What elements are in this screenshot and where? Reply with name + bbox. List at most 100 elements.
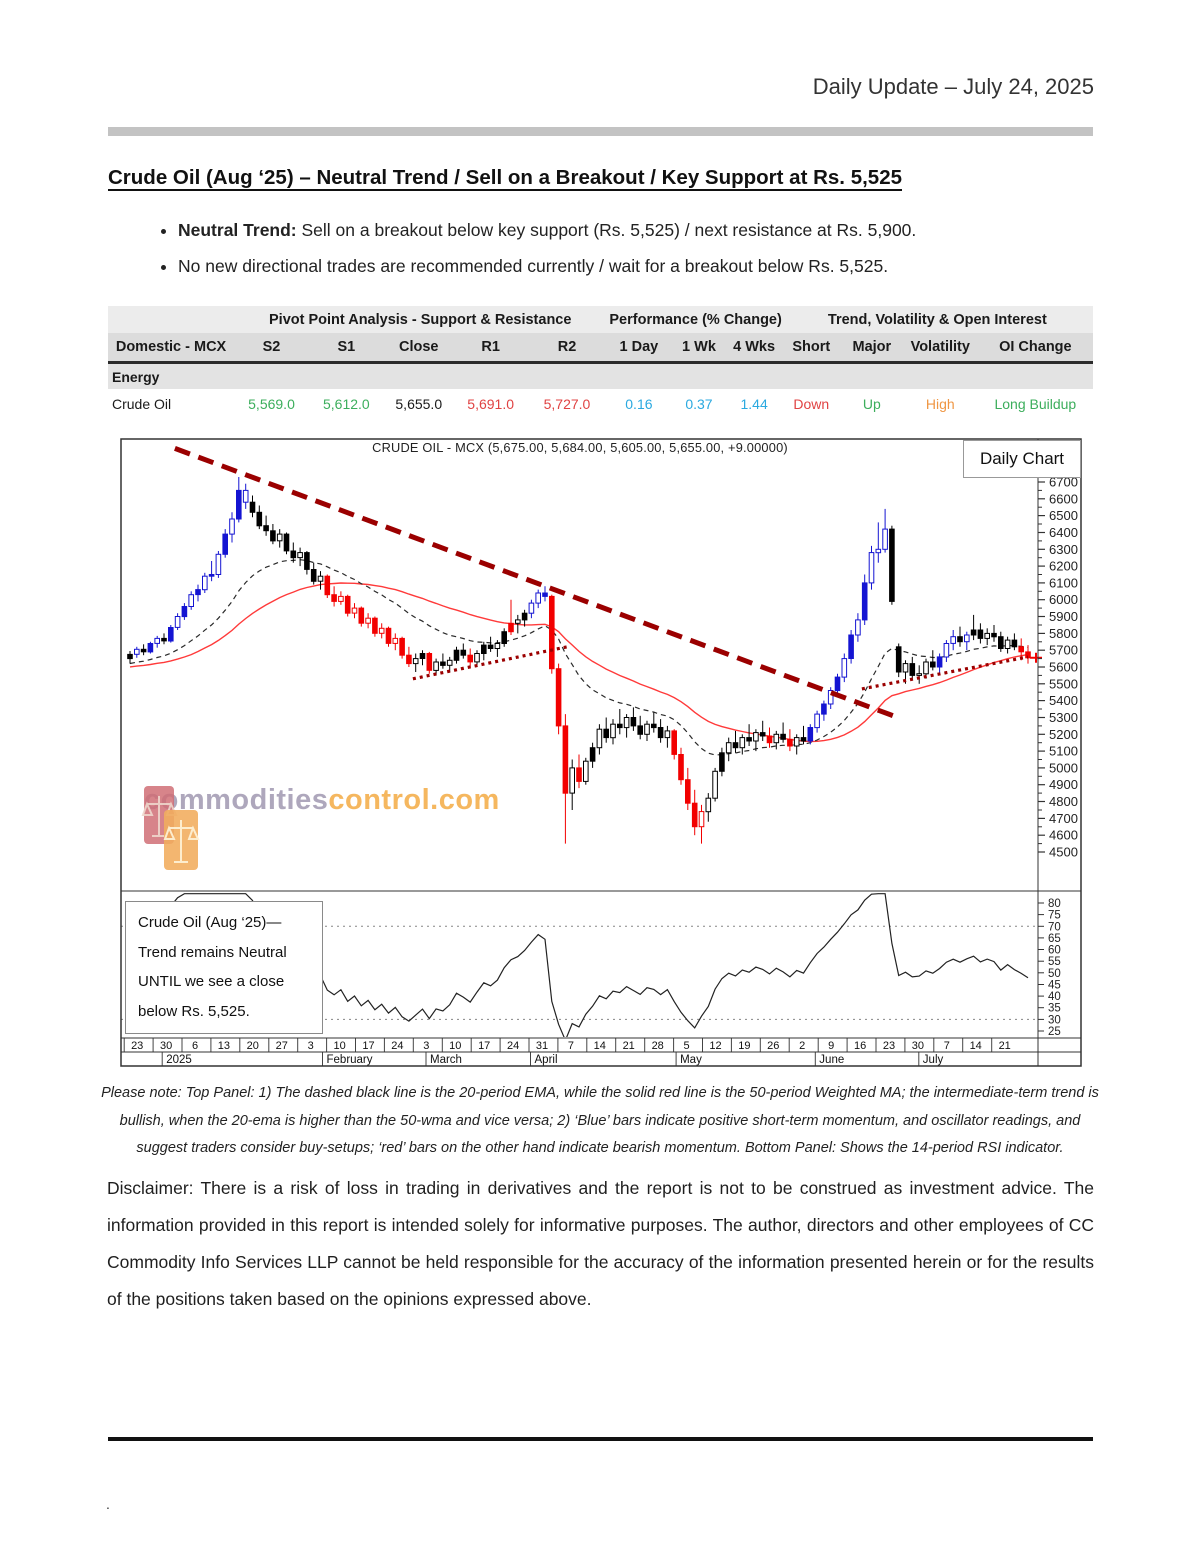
svg-text:9: 9: [828, 1040, 834, 1052]
cell-close: 5,655.0: [383, 389, 454, 419]
svg-text:17: 17: [478, 1040, 490, 1052]
svg-text:40: 40: [1048, 991, 1061, 1003]
svg-text:17: 17: [362, 1040, 374, 1052]
svg-text:7: 7: [944, 1040, 950, 1052]
svg-text:23: 23: [883, 1040, 895, 1052]
svg-text:5800: 5800: [1049, 626, 1078, 641]
bullet-item: No new directional trades are recommende…: [178, 256, 1128, 277]
daily-chart-label: Daily Chart: [963, 440, 1081, 478]
svg-text:45: 45: [1048, 980, 1061, 992]
report-date: Daily Update – July 24, 2025: [812, 74, 1094, 99]
svg-text:3: 3: [308, 1040, 314, 1052]
svg-text:CRUDE OIL - MCX (5,675.00, 5,6: CRUDE OIL - MCX (5,675.00, 5,684.00, 5,6…: [372, 440, 788, 455]
svg-text:28: 28: [652, 1040, 664, 1052]
svg-text:60: 60: [1048, 945, 1061, 957]
svg-text:55: 55: [1048, 956, 1061, 968]
svg-text:30: 30: [1048, 1014, 1061, 1026]
chart-footnote: Please note: Top Panel: 1) The dashed bl…: [101, 1085, 1099, 1156]
svg-text:6700: 6700: [1049, 475, 1078, 490]
svg-text:5600: 5600: [1049, 660, 1078, 675]
table-section-row: Energy: [108, 362, 1093, 389]
svg-text:16: 16: [854, 1040, 866, 1052]
svg-text:50: 50: [1048, 968, 1061, 980]
annotation-line: Crude Oil (Aug ‘25)—: [138, 914, 282, 931]
svg-text:4700: 4700: [1049, 811, 1078, 826]
price-chart: 4500 4600 4700 4800 4900 5000 5100 5200 5300 5400…: [120, 438, 1083, 1075]
table-row: Crude Oil 5,569.0 5,612.0 5,655.0 5,691.…: [108, 389, 1093, 419]
svg-text:April: April: [535, 1054, 558, 1066]
commoditiescontrol-logo-icon: [141, 786, 200, 870]
header-divider: [108, 127, 1093, 136]
svg-text:7: 7: [568, 1040, 574, 1052]
svg-text:65: 65: [1048, 933, 1061, 945]
chart-annotation-box: Crude Oil (Aug ‘25)— Trend remains Neutr…: [125, 901, 323, 1034]
disclaimer-text: Disclaimer: There is a risk of loss in t…: [107, 1178, 1094, 1309]
svg-text:20: 20: [247, 1040, 259, 1052]
svg-text:27: 27: [276, 1040, 288, 1052]
col-header: Domestic - MCX: [108, 333, 235, 364]
svg-text:31: 31: [536, 1040, 548, 1052]
svg-text:35: 35: [1048, 1003, 1061, 1015]
svg-text:5400: 5400: [1049, 693, 1078, 708]
section-label: Energy: [108, 362, 1093, 389]
svg-text:6200: 6200: [1049, 559, 1078, 574]
svg-text:5100: 5100: [1049, 744, 1078, 759]
table-group-header-row: Pivot Point Analysis - Support & Resista…: [108, 306, 1093, 333]
svg-text:5900: 5900: [1049, 609, 1078, 624]
svg-text:6500: 6500: [1049, 508, 1078, 523]
group-header-performance: Performance (% Change): [606, 306, 782, 333]
svg-text:2: 2: [799, 1040, 805, 1052]
footer-dot: .: [106, 1496, 110, 1512]
svg-text:14: 14: [594, 1040, 606, 1052]
svg-text:5200: 5200: [1049, 727, 1078, 742]
svg-text:13: 13: [218, 1040, 230, 1052]
svg-text:12: 12: [709, 1040, 721, 1052]
col-header: R2: [527, 333, 607, 364]
group-header-pivot: Pivot Point Analysis - Support & Resista…: [234, 306, 607, 333]
svg-text:5300: 5300: [1049, 710, 1078, 725]
svg-text:6300: 6300: [1049, 542, 1078, 557]
svg-text:5500: 5500: [1049, 676, 1078, 691]
col-header: 1 Day: [606, 333, 672, 364]
svg-text:19: 19: [738, 1040, 750, 1052]
svg-text:80: 80: [1048, 898, 1061, 910]
svg-text:4800: 4800: [1049, 794, 1078, 809]
svg-text:4900: 4900: [1049, 777, 1078, 792]
cell-r1: 5,691.0: [453, 389, 528, 419]
cell-commodity: Crude Oil: [108, 389, 235, 419]
svg-text:6400: 6400: [1049, 525, 1078, 540]
group-header-spacer: [108, 306, 235, 333]
cell-oi-change: Long Buildup: [977, 389, 1093, 419]
cell-1day: 0.16: [606, 389, 672, 419]
svg-text:30: 30: [160, 1040, 172, 1052]
svg-text:21: 21: [623, 1040, 635, 1052]
col-header: Major: [840, 333, 903, 364]
col-header: Volatility: [902, 333, 978, 364]
svg-text:10: 10: [449, 1040, 461, 1052]
cell-1wk: 0.37: [671, 389, 727, 419]
svg-text:21: 21: [999, 1040, 1011, 1052]
footer-rule: [108, 1437, 1093, 1441]
cell-major-trend: Up: [840, 389, 903, 419]
svg-text:2025: 2025: [166, 1054, 192, 1066]
table-column-header-row: Domestic - MCX S2 S1 Close R1 R2 1 Day 1…: [108, 333, 1093, 364]
svg-text:23: 23: [131, 1040, 143, 1052]
annotation-line: below Rs. 5,525.: [138, 1002, 250, 1020]
watermark: commoditiescontrol.com: [138, 784, 500, 870]
summary-bullet-list: Neutral Trend: Sell on a breakout below …: [150, 220, 1128, 292]
svg-text:26: 26: [767, 1040, 779, 1052]
svg-text:10: 10: [333, 1040, 345, 1052]
col-header: OI Change: [977, 333, 1093, 364]
svg-text:25: 25: [1048, 1026, 1061, 1038]
col-header: S2: [234, 333, 309, 364]
col-header: 1 Wk: [671, 333, 727, 364]
cell-s2: 5,569.0: [234, 389, 309, 419]
svg-text:6: 6: [192, 1040, 198, 1052]
svg-text:5700: 5700: [1049, 643, 1078, 658]
cell-volatility: High: [902, 389, 978, 419]
svg-text:30: 30: [912, 1040, 924, 1052]
group-header-trend: Trend, Volatility & Open Interest: [781, 306, 1093, 333]
svg-text:5: 5: [684, 1040, 690, 1052]
svg-text:May: May: [680, 1054, 702, 1066]
